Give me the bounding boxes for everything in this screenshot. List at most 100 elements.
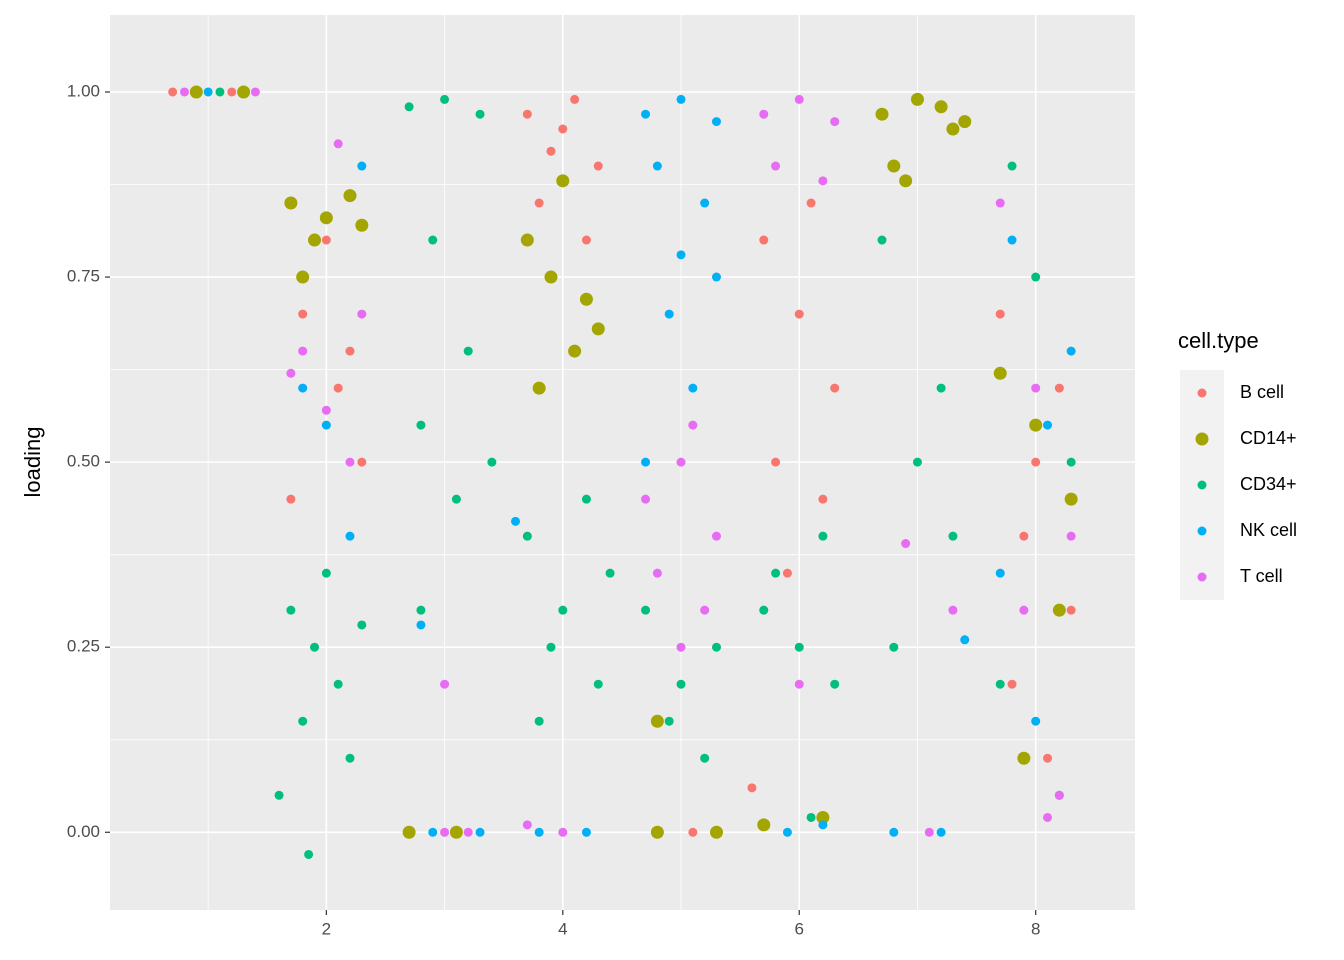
point	[298, 346, 308, 356]
point	[830, 383, 840, 393]
point	[1031, 457, 1041, 467]
point	[558, 827, 568, 837]
point	[676, 642, 686, 652]
point	[1066, 605, 1076, 615]
point	[357, 457, 367, 467]
point	[1007, 161, 1017, 171]
point	[759, 109, 769, 119]
point	[298, 309, 308, 319]
point	[581, 827, 591, 837]
legend-key	[1197, 388, 1207, 398]
point	[298, 716, 308, 726]
point	[591, 322, 605, 336]
point	[759, 235, 769, 245]
point	[711, 117, 721, 127]
point	[650, 825, 664, 839]
point	[818, 820, 828, 830]
point	[321, 235, 331, 245]
point	[343, 189, 357, 203]
point	[688, 827, 698, 837]
point	[250, 87, 260, 97]
point	[570, 94, 580, 104]
point	[345, 457, 355, 467]
legend-label: CD14+	[1240, 428, 1297, 448]
point	[333, 679, 343, 689]
point	[934, 100, 948, 114]
point	[189, 85, 203, 99]
point	[440, 679, 450, 689]
point	[711, 642, 721, 652]
point	[650, 714, 664, 728]
point	[319, 211, 333, 225]
point	[830, 117, 840, 127]
point	[1054, 383, 1064, 393]
point	[168, 87, 178, 97]
point	[652, 568, 662, 578]
point	[304, 849, 314, 859]
point	[345, 531, 355, 541]
point	[558, 605, 568, 615]
legend-title: cell.type	[1178, 328, 1259, 353]
y-axis-label: loading	[20, 427, 45, 498]
point	[532, 381, 546, 395]
legend-label: NK cell	[1240, 520, 1297, 540]
point	[534, 827, 544, 837]
point	[711, 531, 721, 541]
point	[546, 642, 556, 652]
point	[593, 679, 603, 689]
point	[1052, 603, 1066, 617]
point	[487, 457, 497, 467]
point	[558, 124, 568, 134]
point	[568, 344, 582, 358]
point	[556, 174, 570, 188]
y-tick-label: 1.00	[67, 81, 100, 100]
point	[936, 383, 946, 393]
point	[806, 198, 816, 208]
point	[581, 494, 591, 504]
point	[688, 420, 698, 430]
point	[1066, 457, 1076, 467]
point	[463, 827, 473, 837]
point	[1054, 790, 1064, 800]
point	[274, 790, 284, 800]
point	[995, 568, 1005, 578]
x-tick-label: 8	[1031, 919, 1040, 938]
point	[875, 107, 889, 121]
point	[641, 605, 651, 615]
point	[522, 820, 532, 830]
point	[298, 383, 308, 393]
point	[345, 346, 355, 356]
point	[402, 825, 416, 839]
point	[1029, 418, 1043, 432]
point	[1017, 751, 1031, 765]
point	[771, 161, 781, 171]
points	[168, 85, 1078, 859]
point	[709, 825, 723, 839]
point	[936, 827, 946, 837]
point	[889, 827, 899, 837]
point	[428, 827, 438, 837]
point	[747, 783, 757, 793]
point	[782, 568, 792, 578]
point	[946, 122, 960, 136]
y-tick-label: 0.25	[67, 637, 100, 656]
point	[910, 92, 924, 106]
point	[451, 494, 461, 504]
point	[995, 309, 1005, 319]
point	[1019, 605, 1029, 615]
point	[237, 85, 251, 99]
point	[794, 94, 804, 104]
point	[333, 383, 343, 393]
point	[1066, 531, 1076, 541]
point	[321, 568, 331, 578]
point	[958, 115, 972, 129]
point	[321, 405, 331, 415]
point	[899, 174, 913, 188]
point	[700, 753, 710, 763]
point	[1043, 753, 1053, 763]
point	[428, 235, 438, 245]
point	[818, 176, 828, 186]
point	[782, 827, 792, 837]
point	[286, 368, 296, 378]
point	[416, 620, 426, 630]
